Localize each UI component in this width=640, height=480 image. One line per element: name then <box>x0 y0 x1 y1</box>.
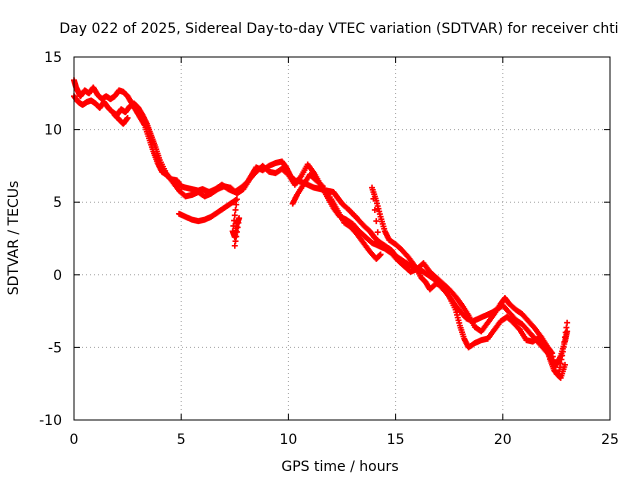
data-point <box>564 319 571 326</box>
data-point <box>124 114 131 121</box>
x-tick-label: 20 <box>494 432 512 448</box>
data-point <box>561 361 568 368</box>
series-lower-trace <box>111 112 571 378</box>
data-point <box>231 242 238 249</box>
chart-title: Day 022 of 2025, Sidereal Day-to-day VTE… <box>59 21 618 37</box>
y-tick-label: 0 <box>53 268 62 284</box>
x-tick-label: 10 <box>279 432 297 448</box>
data-point <box>376 240 383 247</box>
x-tick-label: 5 <box>177 432 186 448</box>
y-axis-label: SDTVAR / TECUs <box>6 181 22 296</box>
y-tick-label: 10 <box>44 123 62 139</box>
data-point <box>377 251 384 258</box>
data-point <box>233 201 240 208</box>
data-points <box>71 77 571 381</box>
data-point <box>318 182 325 189</box>
data-point <box>231 212 238 219</box>
data-point <box>373 218 380 225</box>
grid <box>74 57 610 420</box>
data-point <box>374 229 381 236</box>
y-tick-label: -10 <box>39 413 62 429</box>
x-tick-label: 0 <box>70 432 79 448</box>
data-point <box>371 206 378 213</box>
data-point <box>233 196 240 203</box>
x-axis-label: GPS time / hours <box>281 459 398 475</box>
series-upper-trace <box>71 93 568 381</box>
data-point <box>232 206 239 213</box>
x-tick-label: 15 <box>387 432 405 448</box>
plot-frame <box>73 56 611 421</box>
y-tick-label: 15 <box>44 50 62 66</box>
x-tick-label: 25 <box>601 432 619 448</box>
y-tick-label: 5 <box>53 195 62 211</box>
axis-ticks: 0 5 10 15 20 25 -10 -5 0 5 10 15 <box>39 50 619 448</box>
y-tick-label: -5 <box>48 340 62 356</box>
